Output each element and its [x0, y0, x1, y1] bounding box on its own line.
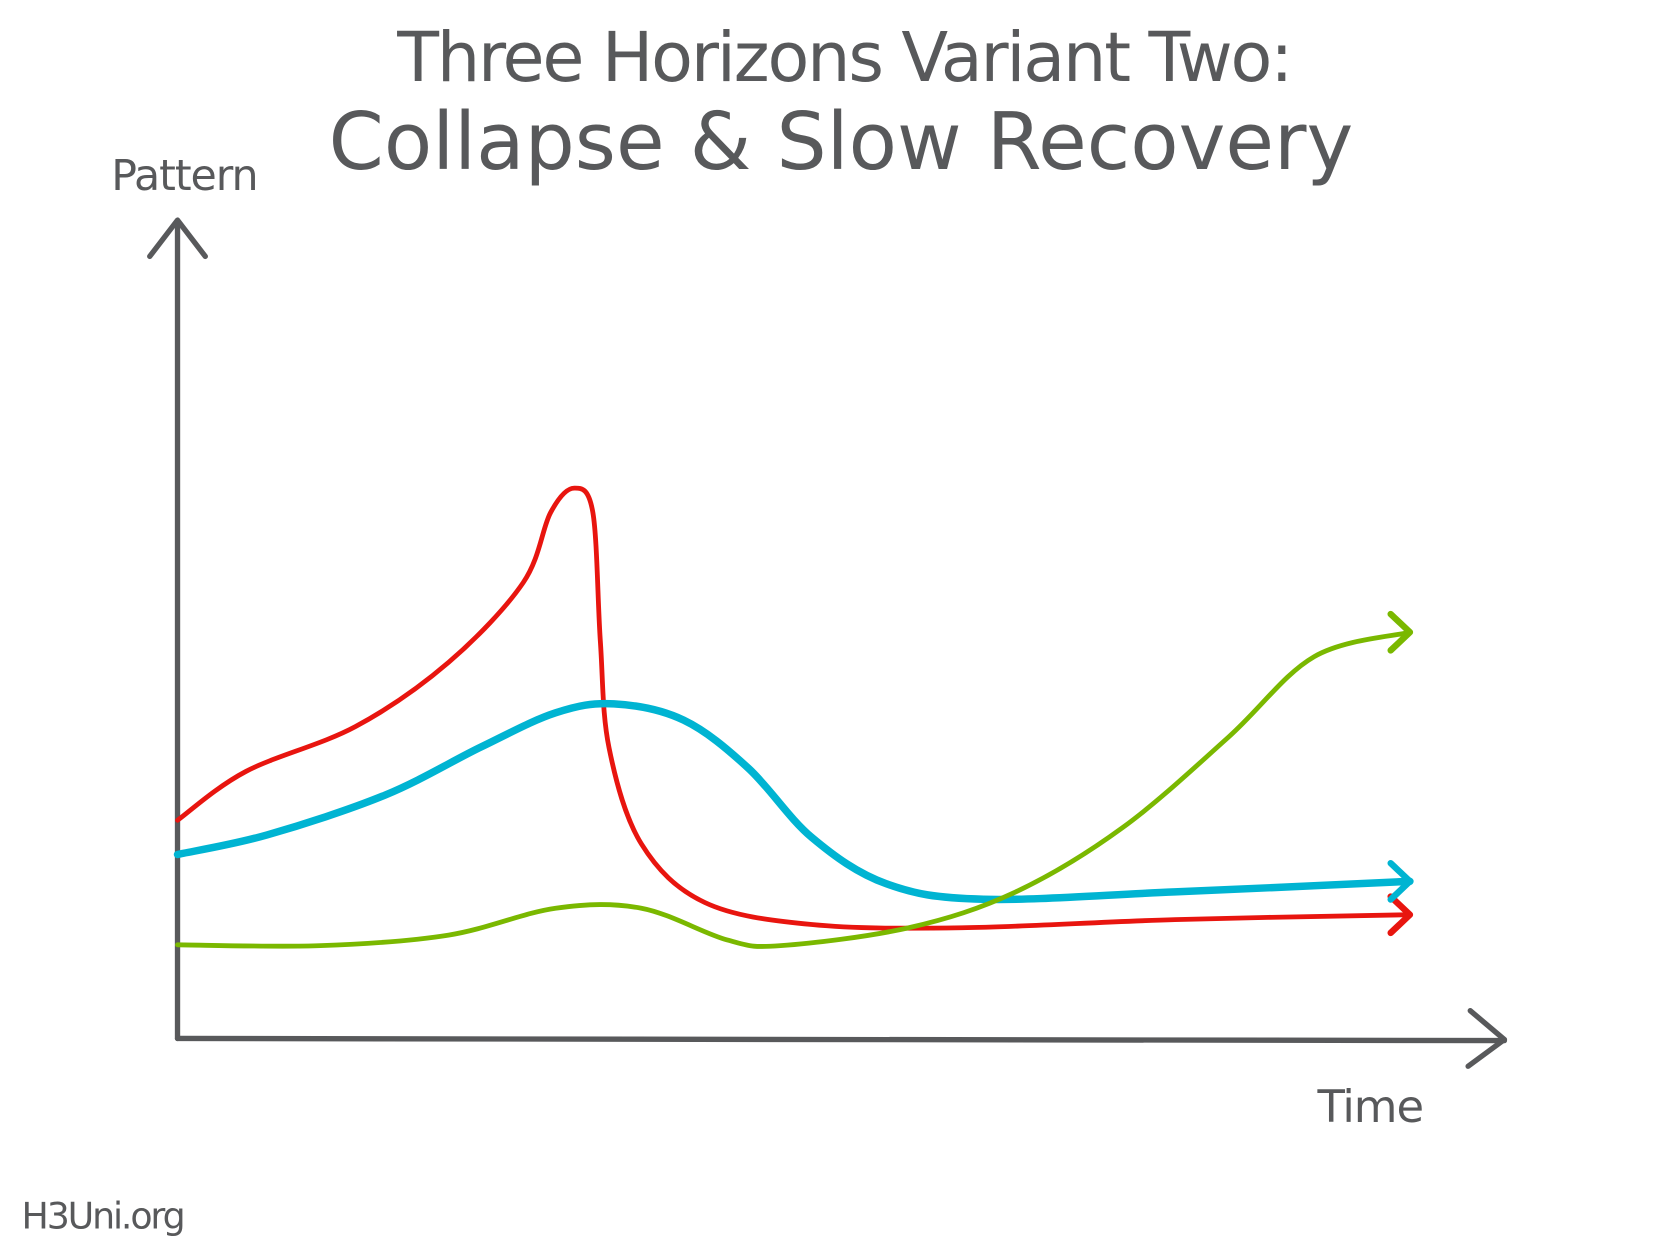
x-axis-arrow-icon: [1465, 1008, 1508, 1069]
y-axis: [147, 217, 208, 1042]
series-horizon-2: [173, 699, 1414, 904]
arrowhead-icon: [1387, 893, 1414, 937]
x-axis-label: Time: [1316, 1080, 1423, 1133]
x-axis: [174, 1008, 1508, 1069]
series-horizon-3: [175, 610, 1414, 949]
series-line: [175, 485, 1413, 931]
footer-credit: H3Uni.org: [22, 1195, 184, 1238]
chart-subtitle: Collapse & Slow Recovery: [329, 96, 1354, 188]
series-line: [175, 629, 1413, 949]
y-axis-arrow-icon: [147, 217, 208, 260]
chart-title: Three Horizons Variant Two:: [396, 19, 1291, 98]
y-axis-label: Pattern: [111, 151, 257, 201]
series-line: [173, 699, 1414, 904]
arrowhead-icon: [1387, 859, 1414, 903]
arrowhead-icon: [1387, 610, 1414, 654]
series-horizon-1: [175, 485, 1414, 937]
